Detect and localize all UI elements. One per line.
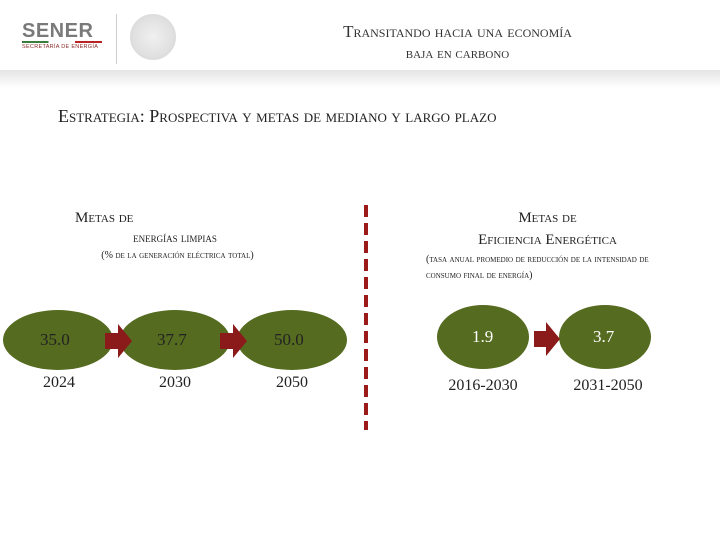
value-ellipse	[559, 305, 651, 369]
section-text: Prospectiva y metas de mediano y largo p…	[149, 106, 497, 126]
right-heading: Metas de	[518, 210, 577, 226]
period-label: 2031-2050	[573, 377, 643, 394]
section-title: Estrategia: Prospectiva y metas de media…	[58, 106, 496, 127]
value-ellipse	[3, 310, 113, 370]
header-title: Transitando hacia una economía	[343, 22, 572, 41]
year-label: 2050	[276, 374, 308, 391]
value-text: 50.0	[274, 330, 304, 349]
section-label: Estrategia:	[58, 106, 145, 126]
value-text: 1.9	[472, 327, 494, 346]
left-heading: Metas de	[75, 210, 134, 226]
period-label: 2016-2030	[448, 377, 518, 394]
logo-subtext: SECRETARÍA DE ENERGÍA	[22, 44, 99, 50]
header-band	[0, 70, 720, 88]
year-label: 2024	[43, 374, 75, 391]
value-text: 3.7	[593, 327, 615, 346]
value-ellipse	[237, 310, 347, 370]
seal	[130, 14, 176, 60]
arrow	[105, 324, 132, 358]
right-note: (tasa anual promedio de reducción de la …	[426, 254, 649, 281]
divider	[116, 14, 117, 64]
arrow	[534, 322, 560, 356]
value-text: 37.7	[157, 330, 187, 349]
header-title: baja en carbono	[405, 46, 510, 62]
right-heading: Eficiencia Energética	[478, 232, 617, 248]
value-ellipse	[120, 310, 230, 370]
arrow	[220, 324, 247, 358]
logo-rule	[22, 41, 102, 43]
left-note: (% de la generación eléctrica total)	[101, 250, 254, 261]
logo-text: SENER	[22, 20, 94, 42]
year-label: 2030	[159, 374, 191, 391]
left-heading: energías limpias	[133, 230, 217, 245]
value-ellipse	[437, 305, 529, 369]
value-text: 35.0	[40, 330, 70, 349]
